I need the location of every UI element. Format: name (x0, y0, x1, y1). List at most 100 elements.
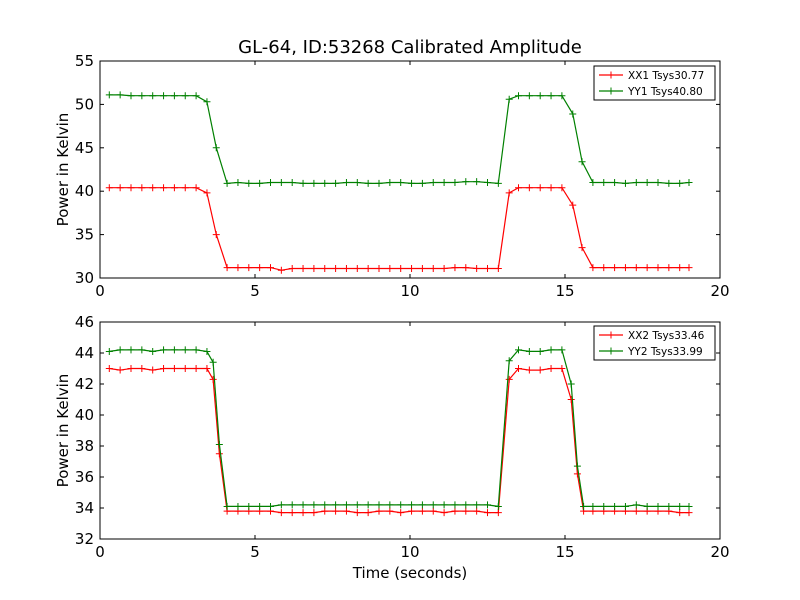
x-tick-label: 10 (400, 282, 419, 300)
data-point (397, 501, 405, 509)
data-point (160, 184, 168, 192)
series-markers-2-1 (105, 365, 693, 517)
data-point (525, 347, 533, 355)
data-point (364, 509, 372, 517)
data-point (573, 462, 581, 470)
data-point (342, 179, 350, 187)
data-point (149, 184, 157, 192)
data-point (170, 184, 178, 192)
data-point (116, 346, 124, 354)
y-tick-label: 32 (75, 530, 94, 548)
data-point (462, 507, 470, 515)
data-point (429, 501, 437, 509)
legend-marker (607, 331, 615, 339)
data-point (408, 501, 416, 509)
series-markers-2-2 (105, 346, 693, 510)
data-point (558, 346, 566, 354)
data-point (676, 509, 684, 517)
data-point (310, 264, 318, 272)
legend-marker (607, 71, 615, 79)
data-point (440, 509, 448, 517)
data-point (654, 502, 662, 510)
data-point (578, 244, 586, 252)
data-point (643, 264, 651, 272)
data-point (473, 178, 481, 186)
data-point (105, 184, 113, 192)
data-point (209, 375, 217, 383)
data-point (223, 502, 231, 510)
data-point (685, 264, 693, 272)
data-point (299, 264, 307, 272)
data-point (429, 179, 437, 187)
data-point (181, 184, 189, 192)
data-point (138, 184, 146, 192)
chart-title: GL-64, ID:53268 Calibrated Amplitude (238, 37, 582, 58)
data-point (536, 184, 544, 192)
legend-box (593, 325, 716, 361)
data-point (342, 264, 350, 272)
data-point (353, 264, 361, 272)
data-point (342, 501, 350, 509)
data-point (473, 501, 481, 509)
data-point (181, 92, 189, 100)
data-point (462, 178, 470, 186)
data-point (515, 92, 522, 100)
data-point (515, 346, 522, 354)
data-point (654, 264, 662, 272)
data-point (245, 264, 253, 272)
data-point (288, 509, 296, 517)
data-point (203, 98, 211, 106)
data-point (192, 346, 200, 354)
data-point (665, 264, 673, 272)
y-tick-label: 45 (75, 139, 94, 157)
x-tick-label: 5 (250, 282, 260, 300)
data-point (547, 184, 555, 192)
data-point (321, 179, 329, 187)
data-point (536, 92, 544, 100)
y-tick-label: 44 (75, 344, 94, 362)
data-point (364, 264, 372, 272)
data-point (277, 266, 285, 274)
x-tick-label: 0 (95, 543, 105, 561)
data-point (364, 179, 372, 187)
data-point (451, 264, 459, 272)
data-point (547, 92, 555, 100)
data-point (494, 264, 502, 272)
data-point (353, 509, 361, 517)
legend-label: XX1 Tsys30.77 (628, 70, 704, 82)
data-point (299, 509, 307, 517)
y-tick-label: 35 (75, 226, 94, 244)
data-point (138, 92, 146, 100)
data-point (234, 179, 242, 187)
data-point (440, 264, 448, 272)
data-point (256, 264, 264, 272)
data-point (267, 502, 274, 510)
data-point (149, 347, 157, 355)
legend-box (593, 65, 716, 101)
legend-label: XX2 Tsys33.46 (628, 330, 705, 342)
x-tick-label: 5 (250, 543, 260, 561)
data-point (473, 507, 481, 515)
data-point (589, 264, 597, 272)
data-point (451, 179, 459, 187)
data-point (386, 507, 394, 515)
data-point (589, 502, 597, 510)
data-point (505, 189, 513, 197)
data-point (621, 502, 629, 510)
data-point (536, 366, 544, 374)
data-point (569, 201, 577, 209)
data-point (632, 179, 640, 187)
data-point (116, 366, 124, 374)
data-point (105, 347, 113, 355)
data-point (418, 179, 426, 187)
data-point (558, 184, 566, 192)
y-tick-label: 36 (75, 468, 94, 486)
data-point (288, 501, 296, 509)
data-point (192, 92, 200, 100)
y-tick-label: 46 (75, 313, 94, 331)
data-point (181, 346, 189, 354)
x-tick-label: 20 (710, 282, 729, 300)
data-point (505, 95, 513, 103)
data-point (473, 264, 481, 272)
data-point (440, 501, 448, 509)
